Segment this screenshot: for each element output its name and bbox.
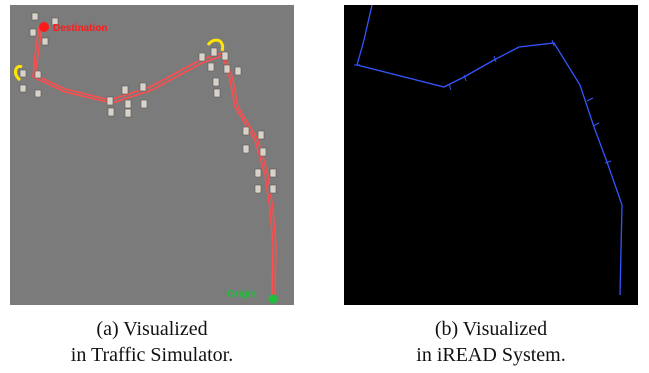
traffic-light-group <box>19 12 277 194</box>
caption-b-line2: in iREAD System. <box>416 344 566 366</box>
traffic-light-icon <box>139 82 147 92</box>
caption-a-line1: (a) Visualized <box>96 318 208 340</box>
traffic-light-icon <box>19 84 27 93</box>
origin-label: Origin <box>227 289 256 300</box>
caption-a-line2: in Traffic Simulator. <box>70 344 234 366</box>
caption-a: (a) Visualized in Traffic Simulator. <box>10 316 294 368</box>
traffic-simulator-panel: Destination Origin <box>10 5 294 305</box>
traffic-light-icon <box>242 144 250 154</box>
traffic-light-icon <box>29 28 37 37</box>
origin-marker-icon <box>268 294 278 304</box>
traffic-light-icon <box>121 85 129 95</box>
traffic-light-icon <box>31 12 39 21</box>
traffic-light-icon <box>124 99 132 109</box>
traffic-light-icon <box>207 62 215 72</box>
traffic-light-icon <box>19 69 27 78</box>
traffic-light-icon <box>41 37 49 46</box>
traffic-light-icon <box>107 107 115 117</box>
caption-b-line1: (b) Visualized <box>434 318 548 340</box>
traffic-light-icon <box>242 126 250 136</box>
traffic-light-icon <box>259 147 267 157</box>
caption-b: (b) Visualized in iREAD System. <box>344 316 638 368</box>
iread-system-panel <box>344 5 638 305</box>
destination-marker-icon <box>39 22 49 32</box>
traffic-light-icon <box>51 17 59 26</box>
destination-label: Destination <box>53 23 107 34</box>
traffic-light-icon <box>34 89 42 98</box>
traffic-light-icon <box>234 66 242 76</box>
turn-arrow-icon <box>206 38 225 52</box>
iread-route <box>356 5 623 296</box>
traffic-light-icon <box>106 96 114 106</box>
traffic-light-icon <box>210 47 218 57</box>
traffic-light-icon <box>221 51 229 61</box>
traffic-light-icon <box>269 168 277 178</box>
traffic-light-icon <box>212 77 220 87</box>
traffic-light-icon <box>257 130 265 140</box>
route-tick-marks <box>354 39 612 164</box>
simulator-map: Destination Origin <box>14 12 278 304</box>
traffic-light-icon <box>124 108 132 118</box>
iread-map <box>354 5 623 296</box>
traffic-light-icon <box>254 168 262 178</box>
traffic-light-icon <box>213 88 221 98</box>
traffic-light-icon <box>254 184 262 194</box>
traffic-light-icon <box>34 70 42 79</box>
traffic-light-icon <box>223 64 231 74</box>
traffic-light-icon <box>269 184 277 194</box>
turn-arrow-icon <box>14 64 23 82</box>
traffic-light-icon <box>198 52 206 62</box>
traffic-light-icon <box>140 99 148 109</box>
